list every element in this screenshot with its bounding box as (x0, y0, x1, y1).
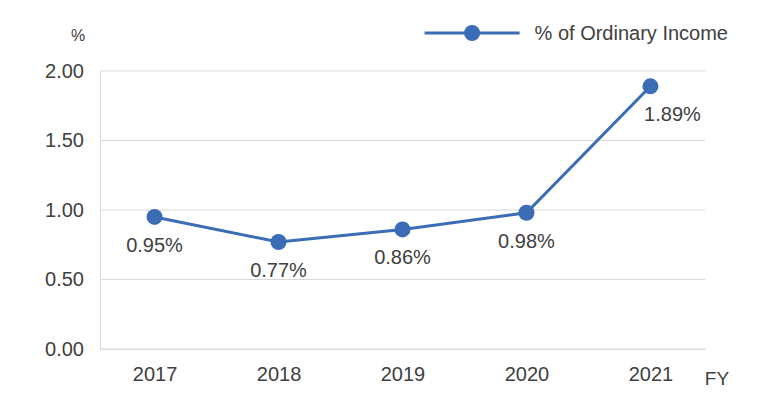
data-label: 0.98% (498, 230, 555, 252)
y-tick-label: 1.50 (45, 129, 84, 151)
grid-line (100, 349, 705, 350)
y-tick: 0.50 (45, 268, 100, 290)
y-axis-title: % (71, 27, 85, 44)
y-tick: 1.50 (45, 129, 100, 151)
line (155, 86, 651, 242)
x-axis: 2017 2018 2019 2020 2021 (101, 349, 706, 385)
data-label: 0.77% (250, 259, 307, 281)
y-tick: 2.00 (45, 60, 100, 82)
x-tick-label: 2021 (629, 363, 674, 385)
x-axis-title: FY (705, 368, 730, 389)
y-axis: 0.00 0.50 1.00 1.50 2.00 (45, 60, 100, 360)
x-tick-label: 2018 (257, 363, 302, 385)
grid (100, 71, 705, 349)
legend-marker (464, 25, 480, 41)
marks (147, 78, 659, 250)
x-tick: 2020 (505, 349, 550, 385)
marker (518, 205, 534, 221)
plot-area: 0.00 0.50 1.00 1.50 2.00 2017 2018 2019 2020 2021… (45, 60, 705, 385)
data-labels: 0.95% 0.77% 0.86% 0.98% 1.89% (126, 103, 701, 281)
chart: 0.00 0.50 1.00 1.50 2.00 2017 2018 2019 2020 2021… (0, 0, 768, 402)
x-tick: 2021 (629, 349, 674, 385)
marker (147, 209, 163, 225)
y-axis-line (100, 72, 101, 350)
data-label: 0.86% (374, 246, 431, 268)
y-tick: 0.00 (45, 338, 100, 360)
data-label: 1.89% (644, 103, 701, 125)
y-tick-label: 0.50 (45, 268, 84, 290)
y-tick-label: 2.00 (45, 60, 84, 82)
x-axis-line (101, 349, 706, 350)
marker (395, 221, 411, 237)
grid-line (100, 210, 705, 211)
legend-label: % of Ordinary Income (535, 22, 728, 44)
x-tick-label: 2017 (133, 363, 178, 385)
legend: % of Ordinary Income (425, 22, 728, 44)
x-tick-label: 2020 (505, 363, 550, 385)
marker (271, 234, 287, 250)
x-tick: 2017 (133, 349, 178, 385)
grid-line (100, 140, 705, 141)
x-tick-label: 2019 (381, 363, 426, 385)
y-tick-label: 0.00 (45, 338, 84, 360)
data-label: 0.95% (126, 234, 183, 256)
x-tick: 2018 (257, 349, 302, 385)
y-tick-label: 1.00 (45, 199, 84, 221)
x-tick: 2019 (381, 349, 426, 385)
grid-line (100, 279, 705, 280)
legend-item: % of Ordinary Income (425, 22, 728, 44)
grid-line (100, 71, 705, 72)
y-tick: 1.00 (45, 199, 100, 221)
marker (642, 78, 658, 94)
